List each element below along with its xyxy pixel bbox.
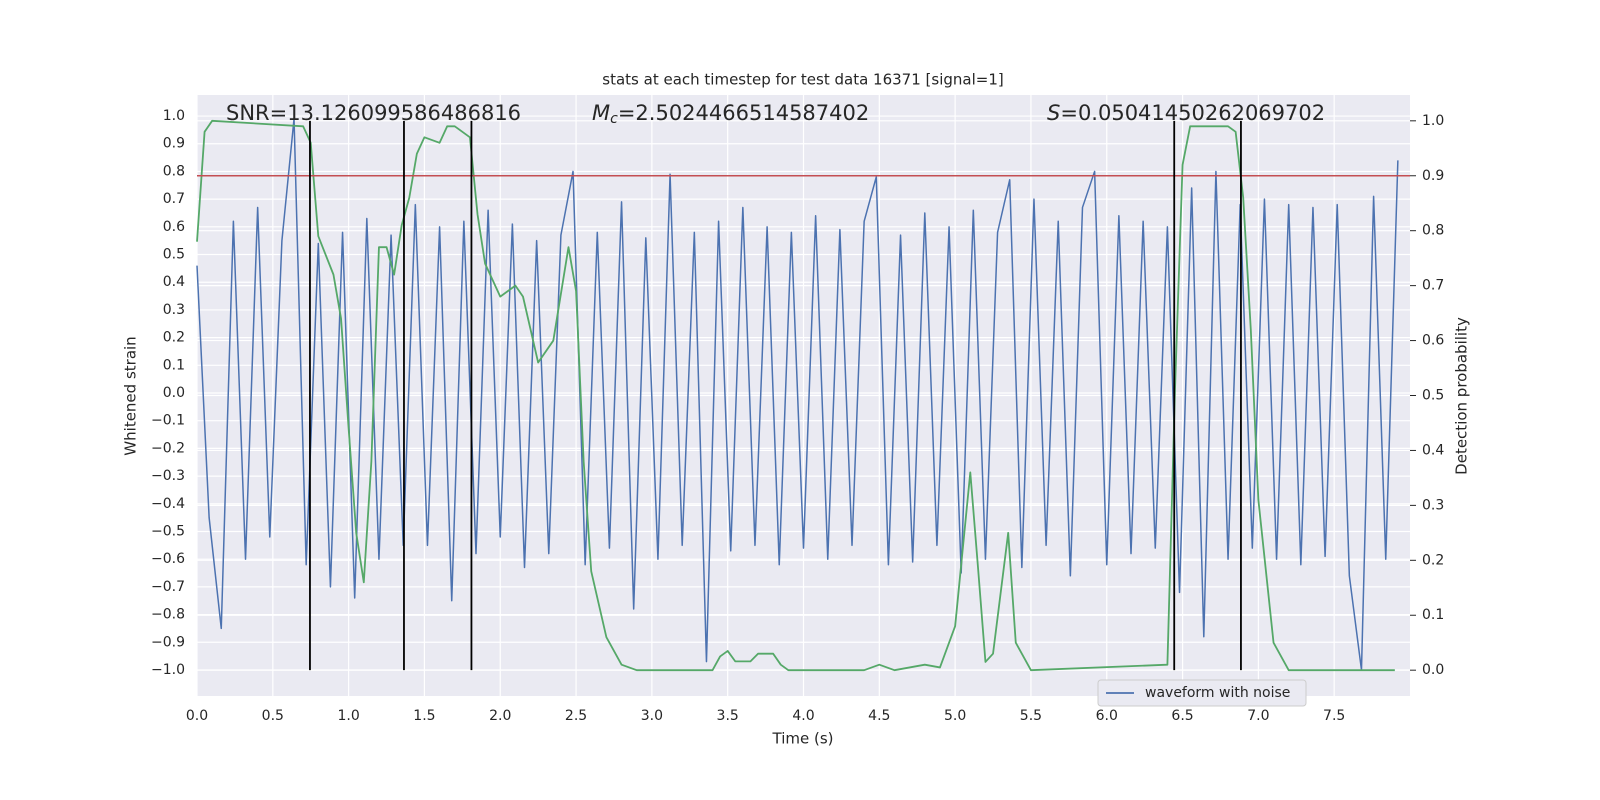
legend-box [1097, 679, 1307, 707]
y2-tick-label: 0.0 [1422, 662, 1444, 678]
y-tick-label: 0.6 [163, 219, 185, 235]
series-line [196, 118, 1399, 671]
y-tick-label: −0.7 [151, 579, 185, 595]
y-tick-label: 0.4 [163, 274, 185, 290]
mc-symbol: M [592, 101, 610, 125]
series-line [196, 119, 1395, 672]
y-tick-label: −0.9 [151, 634, 185, 650]
x-tick-label: 4.0 [792, 708, 814, 724]
y-tick-label: −0.3 [151, 468, 185, 484]
x-tick-label: 1.5 [413, 708, 435, 724]
s-symbol: S [1047, 101, 1060, 125]
y-tick-label: −0.1 [151, 413, 185, 429]
y2-tick-label: 0.3 [1422, 497, 1444, 513]
x-tick-label: 6.0 [1096, 708, 1118, 724]
y-tick-label: 0.2 [163, 330, 185, 346]
y-tick-label: 0.8 [163, 163, 185, 179]
y-tick-label: 0.0 [163, 385, 185, 401]
y-tick-label: 0.9 [163, 136, 185, 152]
x-tick-label: 0.0 [186, 708, 208, 724]
y2-tick-label: 0.9 [1422, 168, 1444, 184]
snr-annotation: SNR=13.126099586486816 [226, 101, 521, 125]
y-tick-label: 0.5 [163, 247, 185, 263]
x-tick-label: 7.5 [1323, 708, 1345, 724]
y-tick-label: 0.1 [163, 357, 185, 373]
x-tick-label: 6.5 [1171, 708, 1193, 724]
y2-tick-label: 0.7 [1422, 278, 1444, 294]
y2-tick-label: 0.5 [1422, 388, 1444, 404]
y2-tick-label: 0.1 [1422, 607, 1444, 623]
x-tick-label: 2.0 [489, 708, 511, 724]
y-tick-label: −0.8 [151, 607, 185, 623]
y-tick-label: −1.0 [151, 662, 185, 678]
x-axis-label: Time (s) [772, 730, 834, 748]
y2-tick-label: 0.2 [1422, 552, 1444, 568]
y-tick-label: 1.0 [163, 108, 185, 124]
legend-label: waveform with noise [1145, 685, 1290, 701]
x-tick-label: 5.0 [944, 708, 966, 724]
y2-axis-label: Detection probability [1453, 317, 1471, 475]
chart-title: stats at each timestep for test data 163… [602, 71, 1003, 89]
x-tick-label: 4.5 [868, 708, 890, 724]
y-tick-label: −0.2 [151, 440, 185, 456]
mc-value: =2.5024466514587402 [618, 101, 869, 125]
y2-tick-label: 1.0 [1422, 113, 1444, 129]
x-tick-label: 5.5 [1020, 708, 1042, 724]
y-tick-label: 0.7 [163, 191, 185, 207]
x-tick-label: 0.5 [262, 708, 284, 724]
x-tick-label: 3.0 [641, 708, 663, 724]
y-tick-label: −0.4 [151, 496, 185, 512]
y2-tick-label: 0.4 [1422, 442, 1444, 458]
s-annotation: S=0.05041450262069702 [1047, 101, 1325, 125]
y2-tick-label: 0.6 [1422, 333, 1444, 349]
x-tick-label: 1.0 [337, 708, 359, 724]
y-tick-label: −0.6 [151, 551, 185, 567]
x-tick-label: 2.5 [565, 708, 587, 724]
x-tick-label: 7.0 [1247, 708, 1269, 724]
x-tick-label: 3.5 [717, 708, 739, 724]
mc-annotation: Mc=2.5024466514587402 [592, 101, 869, 127]
s-value: =0.05041450262069702 [1060, 101, 1325, 125]
y-axis-label: Whitened strain [122, 336, 140, 455]
y-tick-label: −0.5 [151, 523, 185, 539]
mc-subscript: c [610, 111, 618, 127]
y-tick-label: 0.3 [163, 302, 185, 318]
y2-tick-label: 0.8 [1422, 223, 1444, 239]
